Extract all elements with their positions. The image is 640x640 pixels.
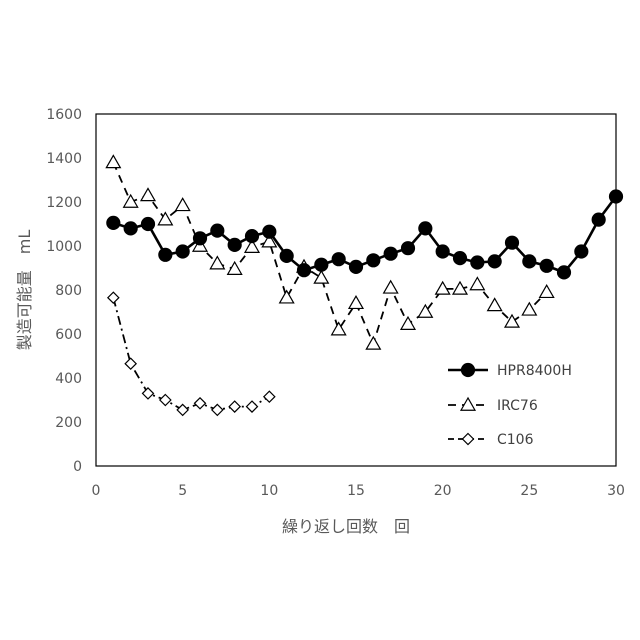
data-point [402,242,415,255]
data-point [264,391,275,402]
data-point [108,292,119,303]
data-point [124,195,138,207]
data-point [246,230,259,243]
legend-label: IRC76 [497,398,538,414]
data-point [558,266,571,279]
data-point [125,358,136,369]
x-tick-label: 15 [347,483,365,499]
x-tick-label: 10 [260,483,278,499]
data-point [506,236,519,249]
data-point [471,256,484,269]
y-tick-label: 800 [55,283,82,299]
data-point [176,245,189,258]
data-point [350,260,363,273]
data-point [280,249,293,262]
data-point [263,225,276,238]
data-point [384,281,398,293]
legend-label: C106 [497,432,534,448]
y-tick-label: 0 [73,459,82,475]
data-point [176,198,190,210]
data-point [314,271,328,283]
x-tick-label: 25 [520,483,538,499]
data-point [141,188,155,200]
y-axis-ticks: 0 200 400 600 800 1000 1200 1400 1600 [46,107,82,475]
data-point [454,252,467,265]
data-point [488,255,501,268]
y-tick-label: 1400 [46,151,82,167]
data-point [349,296,363,308]
data-point [488,298,502,310]
data-point [177,404,188,415]
data-point [470,278,484,290]
legend-item: IRC76 [448,398,538,414]
data-point [159,248,172,261]
y-tick-label: 400 [55,371,82,387]
legend-label: HPR8400H [497,363,572,379]
data-point [298,264,311,277]
data-point [540,285,554,297]
data-point [194,232,207,245]
data-point [436,245,449,258]
y-tick-label: 1200 [46,195,82,211]
plot-area-frame [96,114,616,466]
data-point [211,224,224,237]
data-point [195,398,206,409]
data-point [160,395,171,406]
x-tick-label: 30 [607,483,625,499]
data-point [610,190,623,203]
data-point [228,238,241,251]
data-point [124,222,137,235]
series-c106 [108,292,275,415]
data-point [592,213,605,226]
y-tick-label: 1600 [46,107,82,123]
data-point [419,222,432,235]
legend-marker [463,434,474,445]
data-point [247,401,258,412]
data-point [280,291,294,303]
y-tick-label: 200 [55,415,82,431]
data-point [367,254,380,267]
data-point [540,259,553,272]
data-point [143,388,154,399]
data-point [332,253,345,266]
legend-marker [462,364,475,377]
legend: HPR8400H IRC76 C106 [448,363,572,448]
data-point [107,216,120,229]
legend-item: C106 [448,432,534,448]
data-point [522,303,536,315]
data-point [106,155,120,167]
series-line [113,298,269,410]
data-point [523,255,536,268]
x-axis-ticks: 0 5 10 15 20 25 30 [92,483,625,499]
y-tick-label: 600 [55,327,82,343]
data-point [575,245,588,258]
y-tick-label: 1000 [46,239,82,255]
x-tick-label: 5 [178,483,187,499]
x-tick-label: 0 [92,483,101,499]
data-point [366,337,380,349]
data-point [315,258,328,271]
data-point [384,247,397,260]
y-axis-title: 製造可能量 mL [15,230,34,351]
data-point [142,218,155,231]
legend-item: HPR8400H [448,363,572,379]
x-tick-label: 20 [434,483,452,499]
data-point [229,401,240,412]
x-axis-title: 繰り返し回数 回 [282,517,410,536]
data-point [401,317,415,329]
data-point [212,404,223,415]
data-point [332,323,346,335]
